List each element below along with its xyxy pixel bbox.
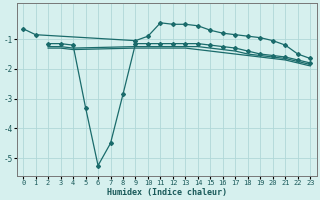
X-axis label: Humidex (Indice chaleur): Humidex (Indice chaleur) [107, 188, 227, 197]
